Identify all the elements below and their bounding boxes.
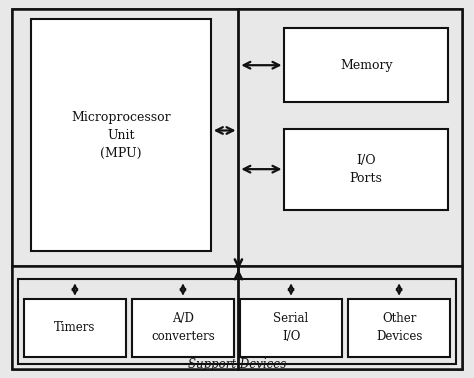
Bar	[348, 299, 450, 357]
Bar	[24, 299, 126, 357]
Bar	[18, 279, 456, 364]
Bar	[132, 299, 234, 357]
Text: Timers: Timers	[54, 321, 96, 335]
Text: Memory: Memory	[340, 59, 392, 72]
Bar	[284, 129, 448, 210]
Text: Support Devices: Support Devices	[188, 358, 286, 371]
Bar	[284, 28, 448, 102]
Text: Serial
I/O: Serial I/O	[273, 312, 309, 344]
Text: I/O
Ports: I/O Ports	[350, 153, 383, 185]
Text: Other
Devices: Other Devices	[376, 312, 422, 344]
Text: A/D
converters: A/D converters	[151, 312, 215, 344]
Bar	[12, 266, 462, 369]
Bar	[12, 9, 462, 266]
Text: Microprocessor
Unit
(MPU): Microprocessor Unit (MPU)	[71, 111, 171, 160]
Bar	[240, 299, 342, 357]
Bar	[31, 19, 211, 251]
